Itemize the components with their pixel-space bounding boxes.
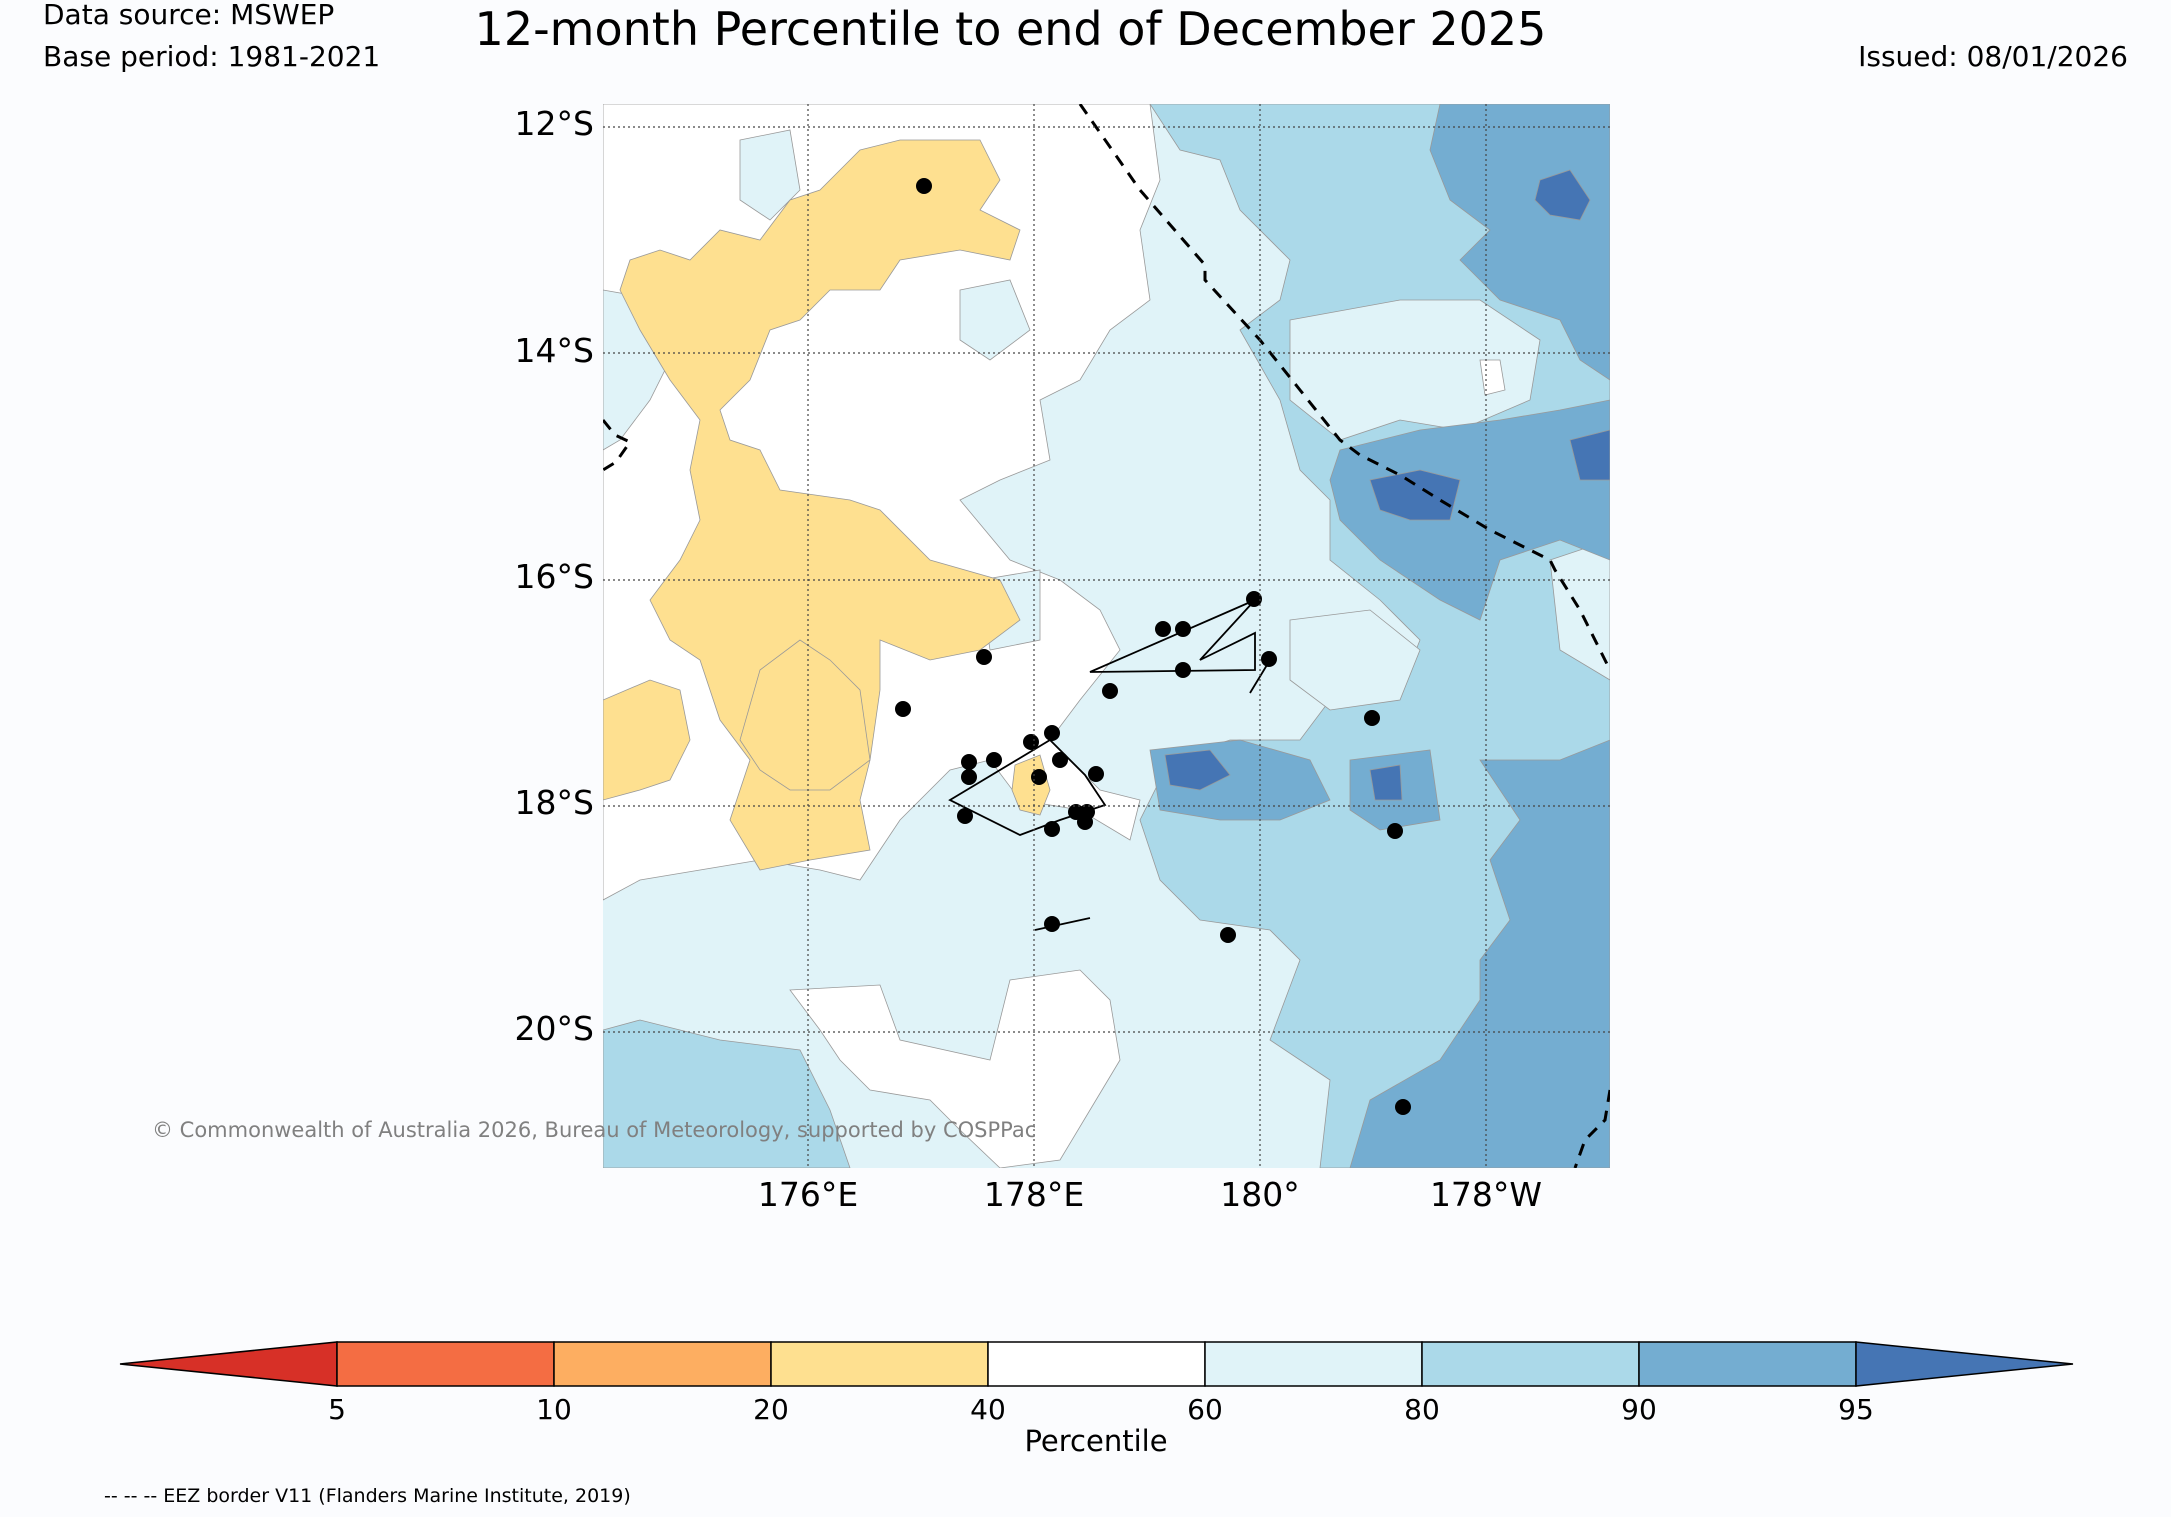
region-60-80-east-patch [1289, 609, 1421, 711]
data-source-label: Data source: MSWEP [43, 0, 335, 31]
eez-border-west [603, 419, 633, 472]
station-dot [976, 649, 992, 665]
lon-label-176e: 176°E [757, 1175, 859, 1214]
station-dot [1395, 1099, 1411, 1115]
lon-label-178e: 178°E [983, 1175, 1085, 1214]
station-dot [895, 701, 911, 717]
station-dot [1364, 710, 1380, 726]
station-dot [916, 178, 932, 194]
eez-border-note: -- -- -- EEZ border V11 (Flanders Marine… [104, 1485, 631, 1507]
map-fill-layer [603, 104, 1610, 1168]
colorbar-tick-60: 60 [1187, 1393, 1223, 1426]
lon-label-180: 180° [1220, 1175, 1300, 1214]
station-dot [961, 769, 977, 785]
region-95-plus [1534, 169, 1591, 221]
region-20-40-north [619, 139, 1021, 871]
station-dot [1155, 621, 1171, 637]
station-dot [1031, 769, 1047, 785]
region-60-80-east-band [1289, 299, 1541, 441]
region-95-plus [1164, 749, 1231, 791]
lat-label-12s: 12°S [514, 104, 594, 143]
station-dot [1044, 916, 1060, 932]
station-dot [1220, 927, 1236, 943]
region-80-90-southwest [603, 1019, 851, 1168]
region-90-95-east-mid [1329, 399, 1610, 621]
lat-label-14s: 14°S [514, 331, 594, 370]
colorbar-tick-90: 90 [1621, 1393, 1657, 1426]
region-20-40-south [603, 679, 691, 801]
map-title: 12-month Percentile to end of December 2… [0, 2, 2171, 56]
station-dot [1175, 662, 1191, 678]
eez-border-east [1078, 104, 1610, 671]
region-95-plus [1569, 429, 1610, 481]
station-dot [961, 754, 977, 770]
station-dot [1175, 621, 1191, 637]
colorbar-tick-20: 20 [753, 1393, 789, 1426]
map-title-text: 12-month Percentile to end of December 2… [474, 2, 1547, 56]
colorbar-tick-10: 10 [536, 1393, 572, 1426]
region-40-60-south [789, 969, 1121, 1168]
gridlines [603, 104, 1610, 1168]
station-dot [1044, 821, 1060, 837]
region-95-plus [1369, 469, 1461, 521]
colorbar-tick-40: 40 [970, 1393, 1006, 1426]
issued-date-label: Issued: 08/01/2026 [1858, 40, 2128, 73]
station-dot [1246, 591, 1262, 607]
lat-label-18s: 18°S [514, 783, 594, 822]
colorbar-tick-5: 5 [328, 1393, 346, 1426]
region-95-plus [1369, 764, 1403, 801]
station-dot [1088, 766, 1104, 782]
region-90-95-southeast [1349, 739, 1610, 1168]
island-outline-vanua-levu [1089, 599, 1256, 673]
station-dot [1044, 725, 1060, 741]
colorbar-label: Percentile [1024, 1424, 1168, 1458]
region-60-80-patch [959, 279, 1031, 361]
station-dot [1261, 651, 1277, 667]
island-outline-kadavu [1034, 917, 1091, 931]
lat-label-16s: 16°S [514, 557, 594, 596]
region-40-60-small [1479, 359, 1506, 396]
station-dot [957, 808, 973, 824]
eez-border-south [1573, 1089, 1610, 1168]
colorbar-tick-95: 95 [1838, 1393, 1874, 1426]
station-dot [986, 752, 1002, 768]
station-dot [1102, 683, 1118, 699]
lon-label-178w: 178°W [1429, 1175, 1543, 1214]
station-dot [1023, 734, 1039, 750]
station-dot [1077, 814, 1093, 830]
lat-label-20s: 20°S [514, 1009, 594, 1048]
station-dot [1052, 752, 1068, 768]
region-60-80-patch [739, 129, 801, 221]
colorbar-tick-80: 80 [1404, 1393, 1440, 1426]
base-period-label: Base period: 1981-2021 [43, 40, 381, 73]
station-dot [1387, 823, 1403, 839]
region-20-40-south-2 [739, 639, 871, 791]
copyright-notice: © Commonwealth of Australia 2026, Bureau… [152, 1118, 1037, 1142]
station-markers [895, 178, 1411, 1115]
